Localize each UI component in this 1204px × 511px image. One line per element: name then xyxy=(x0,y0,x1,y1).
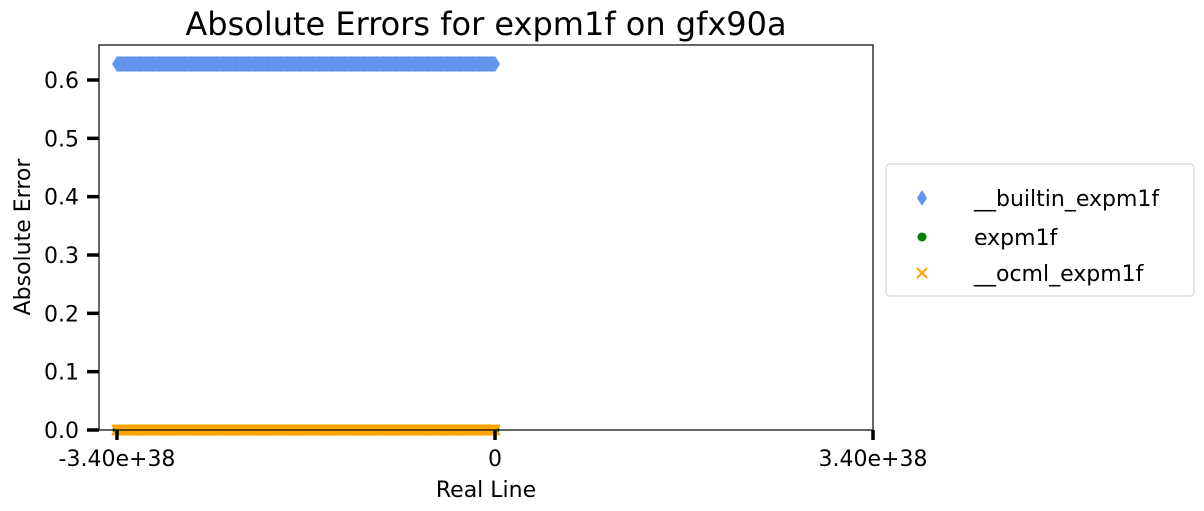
y-tick-label: 0.4 xyxy=(44,186,79,211)
series-layer xyxy=(111,55,501,436)
y-tick-label: 0.1 xyxy=(44,361,79,386)
y-axis: 0.0 0.1 0.2 0.3 0.4 0.5 0.6 xyxy=(44,69,99,444)
y-tick-label: 0.2 xyxy=(44,302,79,327)
y-tick-label: 0.3 xyxy=(44,244,79,269)
x-axis: -3.40e+38 0 3.40e+38 xyxy=(59,430,928,472)
x-tick-label: 0 xyxy=(488,447,502,472)
legend-marker xyxy=(917,232,927,242)
chart-title: Absolute Errors for expm1f on gfx90a xyxy=(185,5,786,43)
legend-box xyxy=(885,163,1195,297)
legend-marker xyxy=(916,267,928,279)
legend-label: __builtin_expm1f xyxy=(973,187,1160,212)
x-tick-label: -3.40e+38 xyxy=(59,447,176,472)
data-point xyxy=(490,55,500,72)
legend: __builtin_expm1f expm1f __ocml_expm1f xyxy=(885,163,1195,297)
y-tick-label: 0.0 xyxy=(44,419,79,444)
x-tick-label: 3.40e+38 xyxy=(819,447,928,472)
x-axis-label: Real Line xyxy=(436,478,536,503)
legend-label: expm1f xyxy=(974,226,1059,251)
y-tick-label: 0.6 xyxy=(44,69,79,94)
legend-marker xyxy=(917,190,927,206)
y-axis-label: Absolute Error xyxy=(11,158,36,316)
series-0 xyxy=(112,55,500,72)
plot-frame xyxy=(98,44,874,431)
y-tick-label: 0.5 xyxy=(44,127,79,152)
legend-label: __ocml_expm1f xyxy=(973,262,1145,287)
point-stroke xyxy=(916,267,928,279)
